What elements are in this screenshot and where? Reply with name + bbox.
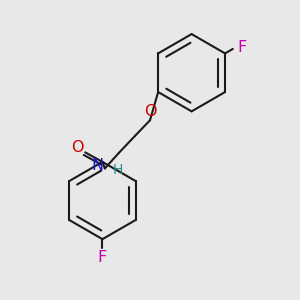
Text: F: F bbox=[98, 250, 107, 265]
Text: F: F bbox=[237, 40, 246, 55]
Text: O: O bbox=[144, 104, 156, 119]
Text: H: H bbox=[113, 163, 123, 177]
Text: N: N bbox=[91, 158, 104, 173]
Text: O: O bbox=[70, 140, 83, 154]
